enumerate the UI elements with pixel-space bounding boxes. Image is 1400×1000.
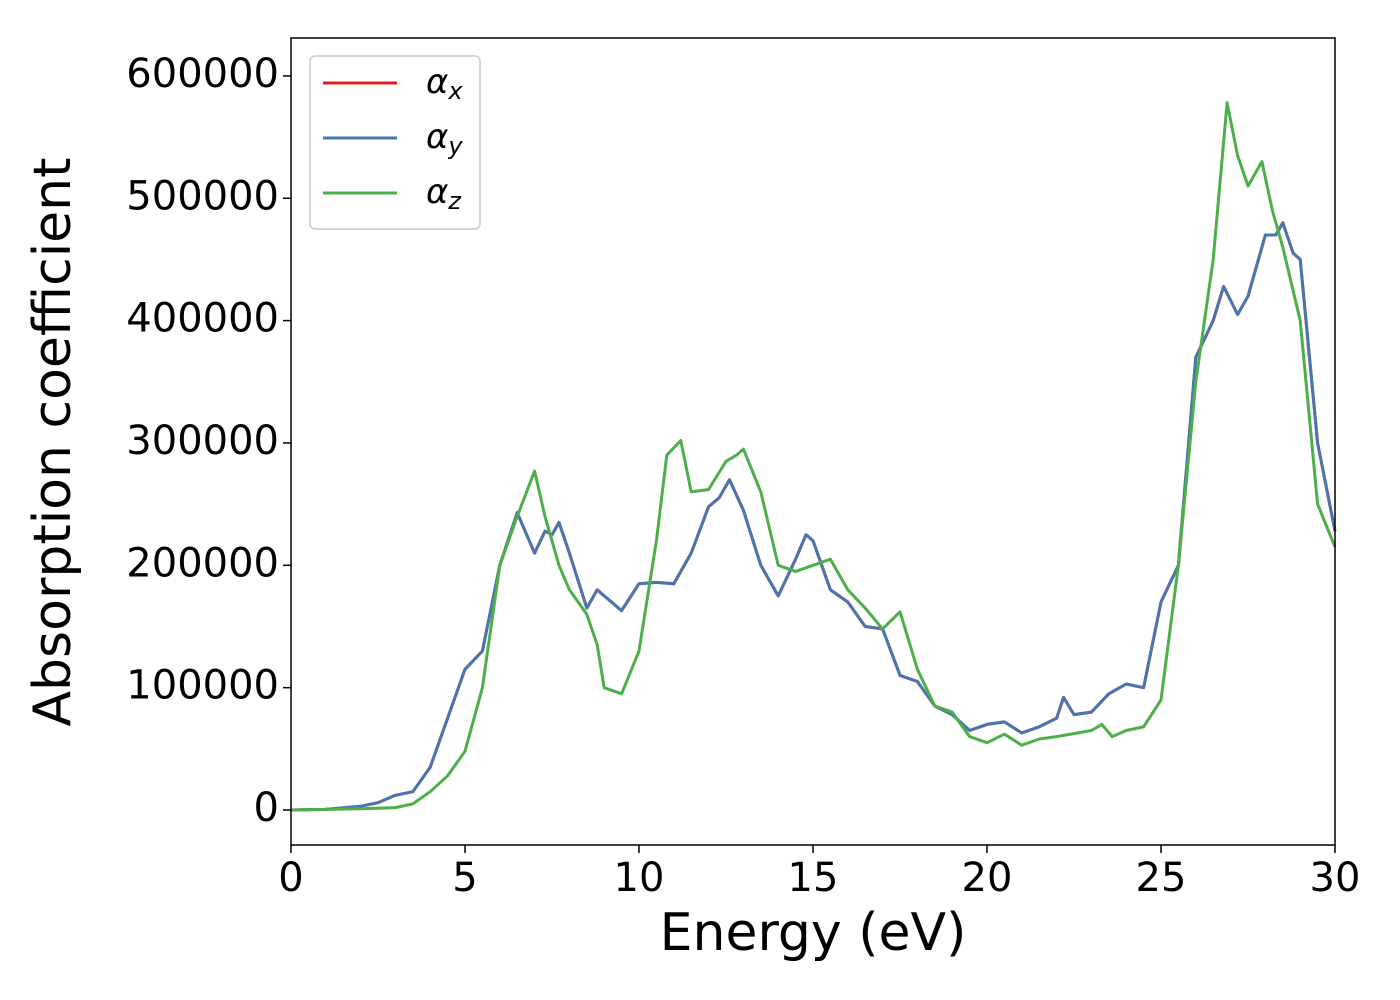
legend-label: αx: [426, 62, 463, 106]
x-tick-label: 0: [278, 855, 303, 901]
x-tick-label: 5: [452, 855, 477, 901]
legend-box: [309, 55, 481, 230]
legend-label: αy: [426, 117, 463, 161]
series-line: [290, 101, 1337, 812]
x-tick-label: 30: [1310, 855, 1361, 901]
x-tick-label: 10: [614, 855, 665, 901]
y-tick-label: 0: [254, 785, 279, 831]
plot-frame: [290, 37, 1336, 846]
x-tick-label: 20: [962, 855, 1013, 901]
y-tick-label: 100000: [126, 663, 279, 709]
y-tick-label: 300000: [126, 418, 279, 464]
x-tick-label: 25: [1136, 855, 1187, 901]
y-axis-label: Absorption coefficient: [23, 157, 83, 726]
series-line: [290, 221, 1337, 812]
y-tick-label: 500000: [126, 173, 279, 219]
legend-label: αz: [426, 172, 462, 216]
y-tick-label: 200000: [126, 540, 279, 586]
y-tick-label: 600000: [126, 51, 279, 97]
x-axis-label: Energy (eV): [660, 903, 967, 963]
x-tick-label: 15: [788, 855, 839, 901]
y-tick-label: 400000: [126, 296, 279, 342]
